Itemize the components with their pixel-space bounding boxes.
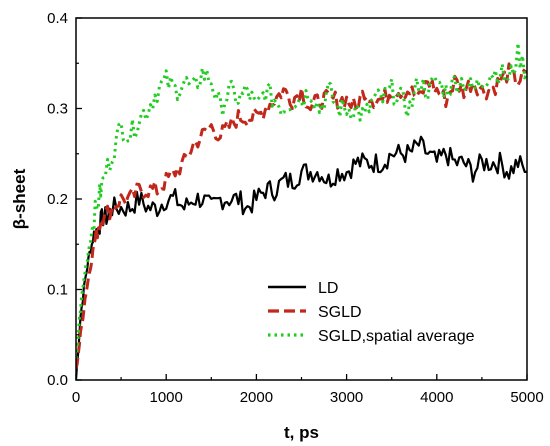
x-tick-label: 1000 (150, 389, 183, 406)
y-tick-label: 0.3 (47, 101, 68, 118)
legend: LD SGLD SGLD,spatial average (268, 280, 475, 345)
x-tick-label: 0 (72, 389, 80, 406)
x-axis-title: t, ps (284, 423, 319, 442)
x-tick-label: 3000 (330, 389, 363, 406)
y-axis: 0.0 0.1 0.2 0.3 0.4 (47, 10, 82, 389)
x-axis: 0 1000 2000 3000 4000 5000 (72, 374, 544, 406)
legend-label: SGLD (318, 304, 362, 321)
y-tick-label: 0.2 (47, 191, 68, 208)
y-axis-title: β-sheet (10, 168, 29, 229)
x-tick-label: 2000 (240, 389, 273, 406)
x-tick-label: 4000 (420, 389, 453, 406)
legend-label: LD (318, 280, 338, 297)
series-layer (76, 41, 527, 380)
y-tick-label: 0.1 (47, 282, 68, 299)
legend-label: SGLD,spatial average (318, 328, 475, 345)
y-tick-label: 0.0 (47, 372, 68, 389)
x-tick-label: 5000 (510, 389, 543, 406)
y-tick-label: 0.4 (47, 10, 68, 27)
series-line-3 (76, 41, 527, 359)
series-line-2 (76, 62, 527, 369)
series-line-1 (76, 135, 527, 380)
